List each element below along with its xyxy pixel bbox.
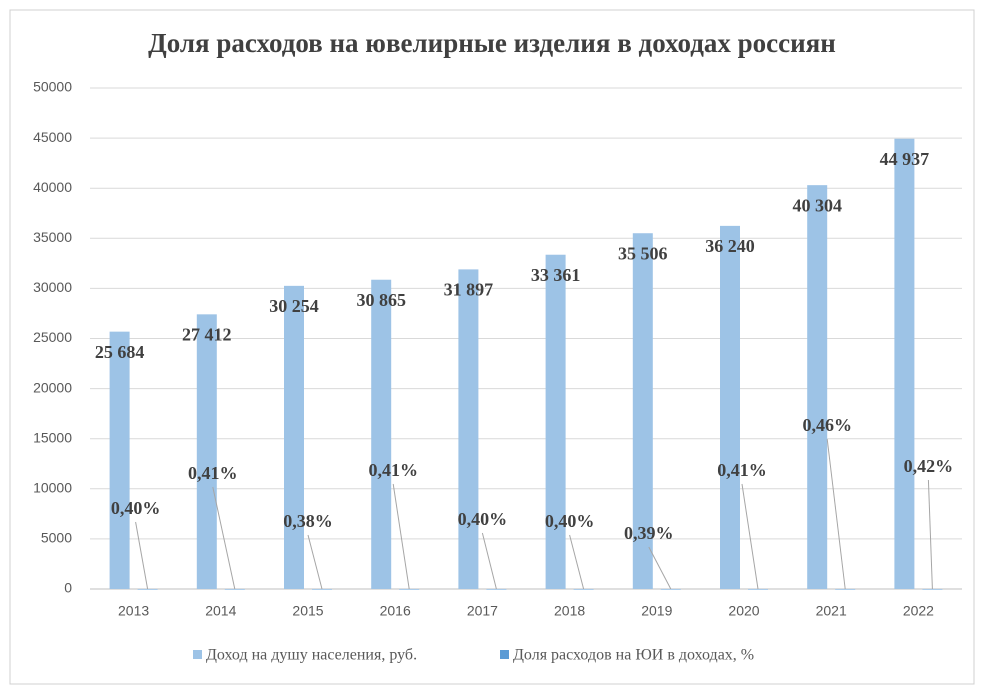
leader-line (741, 483, 759, 590)
data-label: 0,46% (802, 415, 852, 435)
y-tick-label: 20000 (33, 379, 72, 395)
y-tick-label: 30000 (33, 279, 72, 295)
y-tick-label: 45000 (33, 129, 72, 145)
legend-label: Доля расходов на ЮИ в доходах, % (513, 647, 754, 664)
x-tick-label: 2021 (816, 603, 847, 619)
bar (109, 331, 130, 589)
bar (545, 254, 566, 589)
bar (458, 269, 479, 589)
chart-title: Доля расходов на ювелирные изделия в дох… (148, 28, 836, 58)
bar (660, 588, 681, 590)
data-label: 0,41% (717, 460, 767, 480)
legend-swatch (500, 650, 509, 659)
data-label: 0,40% (458, 509, 508, 529)
data-label: 0,40% (545, 511, 595, 531)
data-label: 30 254 (269, 296, 319, 316)
data-label: 31 897 (444, 280, 494, 300)
bar (720, 225, 740, 590)
legend-label: Доход на душу населения, руб. (206, 647, 417, 664)
leader-line (826, 438, 846, 590)
data-label: 27 412 (182, 324, 232, 344)
data-label: 0,39% (624, 523, 674, 543)
bar (399, 588, 420, 590)
y-tick-label: 0 (64, 580, 72, 596)
bar (312, 588, 332, 590)
bar (632, 233, 653, 590)
bar (284, 285, 304, 589)
bar (224, 588, 245, 590)
x-tick-label: 2014 (205, 603, 236, 619)
x-tick-label: 2020 (728, 603, 759, 619)
x-tick-label: 2015 (292, 603, 323, 619)
data-label: 36 240 (705, 236, 755, 256)
leader-line (481, 532, 497, 590)
y-tick-label: 40000 (33, 179, 72, 195)
bar (371, 279, 392, 589)
data-label: 0,38% (283, 511, 333, 531)
x-tick-label: 2016 (380, 603, 411, 619)
bar (922, 588, 943, 590)
x-tick-label: 2017 (467, 603, 498, 619)
x-tick-label: 2022 (903, 603, 934, 619)
leader-line (569, 534, 585, 590)
leader-line (927, 479, 933, 590)
y-tick-label: 15000 (33, 429, 72, 445)
data-label: 33 361 (531, 265, 581, 285)
data-label: 25 684 (95, 342, 145, 362)
bar (807, 185, 828, 589)
data-label: 30 865 (356, 290, 406, 310)
legend-swatch (193, 650, 202, 659)
y-tick-label: 10000 (33, 480, 72, 496)
leader-line (307, 534, 323, 590)
x-tick-label: 2019 (641, 603, 672, 619)
x-tick-label: 2013 (118, 603, 149, 619)
leader-line (135, 521, 149, 590)
data-label: 0,40% (111, 498, 161, 518)
bar (137, 588, 158, 590)
leader-line (212, 486, 236, 590)
bar (835, 588, 856, 590)
data-label: 35 506 (618, 243, 668, 263)
data-label: 0,41% (188, 463, 238, 483)
chart-frame (9, 9, 975, 685)
bar (573, 588, 594, 590)
y-tick-label: 50000 (33, 79, 72, 95)
data-label: 44 937 (880, 149, 930, 169)
leader-line (648, 546, 672, 590)
y-tick-label: 5000 (41, 530, 72, 546)
data-label: 0,41% (368, 460, 418, 480)
leader-line (392, 483, 410, 590)
bar (894, 138, 915, 589)
data-label: 40 304 (792, 195, 842, 215)
bar (196, 314, 217, 589)
y-tick-label: 25000 (33, 329, 72, 345)
y-tick-label: 35000 (33, 229, 72, 245)
bar (486, 588, 507, 590)
x-tick-label: 2018 (554, 603, 585, 619)
data-label: 0,42% (904, 456, 954, 476)
bar (748, 588, 768, 590)
